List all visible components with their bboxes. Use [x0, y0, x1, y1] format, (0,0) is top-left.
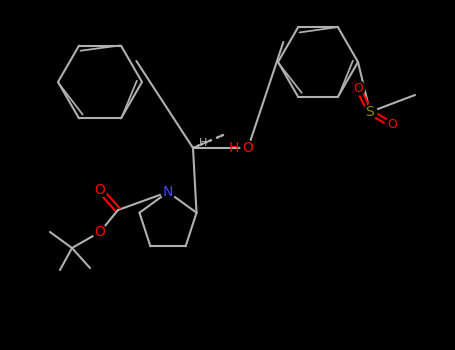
Circle shape: [363, 105, 377, 119]
Circle shape: [161, 185, 175, 199]
Text: H: H: [229, 141, 239, 155]
Text: S: S: [366, 105, 374, 119]
Circle shape: [351, 81, 365, 95]
Circle shape: [93, 225, 107, 239]
Text: H: H: [199, 138, 207, 148]
Text: N: N: [163, 185, 173, 199]
Text: O: O: [387, 119, 397, 132]
Circle shape: [241, 141, 255, 155]
Text: O: O: [243, 141, 253, 155]
Text: O: O: [95, 225, 106, 239]
Circle shape: [93, 183, 107, 197]
Text: O: O: [353, 82, 363, 95]
Text: O: O: [95, 183, 106, 197]
Circle shape: [385, 118, 399, 132]
